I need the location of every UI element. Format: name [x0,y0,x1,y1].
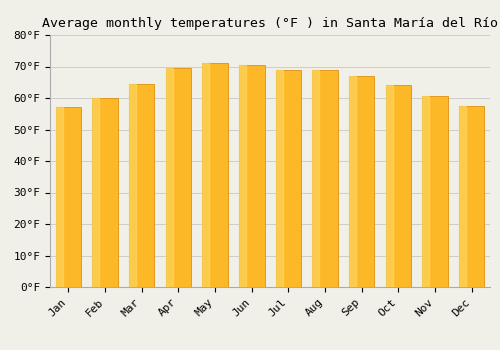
Title: Average monthly temperatures (°F ) in Santa María del Río: Average monthly temperatures (°F ) in Sa… [42,17,498,30]
Bar [276,70,301,287]
Bar [56,107,62,287]
Bar [239,65,264,287]
Bar [276,70,282,287]
Bar [422,97,430,287]
Bar [129,84,136,287]
Bar [349,76,374,287]
Bar [166,68,172,287]
Bar [166,68,191,287]
Bar [92,98,100,287]
Bar [349,76,356,287]
Bar [312,70,320,287]
Bar [92,98,118,287]
Bar [202,63,228,287]
Bar [386,85,411,287]
Bar [239,65,246,287]
Bar [386,85,392,287]
Bar [459,106,484,287]
Bar [422,97,448,287]
Bar [202,63,209,287]
Bar [129,84,154,287]
Bar [312,70,338,287]
Bar [56,107,81,287]
Bar [459,106,466,287]
